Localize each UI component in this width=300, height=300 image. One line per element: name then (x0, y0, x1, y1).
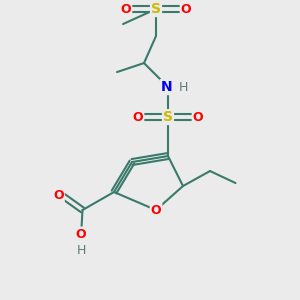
Text: O: O (76, 227, 86, 241)
Text: H: H (178, 80, 188, 94)
Text: N: N (161, 80, 172, 94)
Text: O: O (193, 110, 203, 124)
Text: O: O (181, 3, 191, 16)
Text: H: H (76, 244, 86, 257)
Text: S: S (151, 2, 161, 16)
Text: O: O (151, 203, 161, 217)
Text: O: O (133, 110, 143, 124)
Text: S: S (163, 110, 173, 124)
Text: O: O (121, 3, 131, 16)
Text: O: O (53, 188, 64, 202)
